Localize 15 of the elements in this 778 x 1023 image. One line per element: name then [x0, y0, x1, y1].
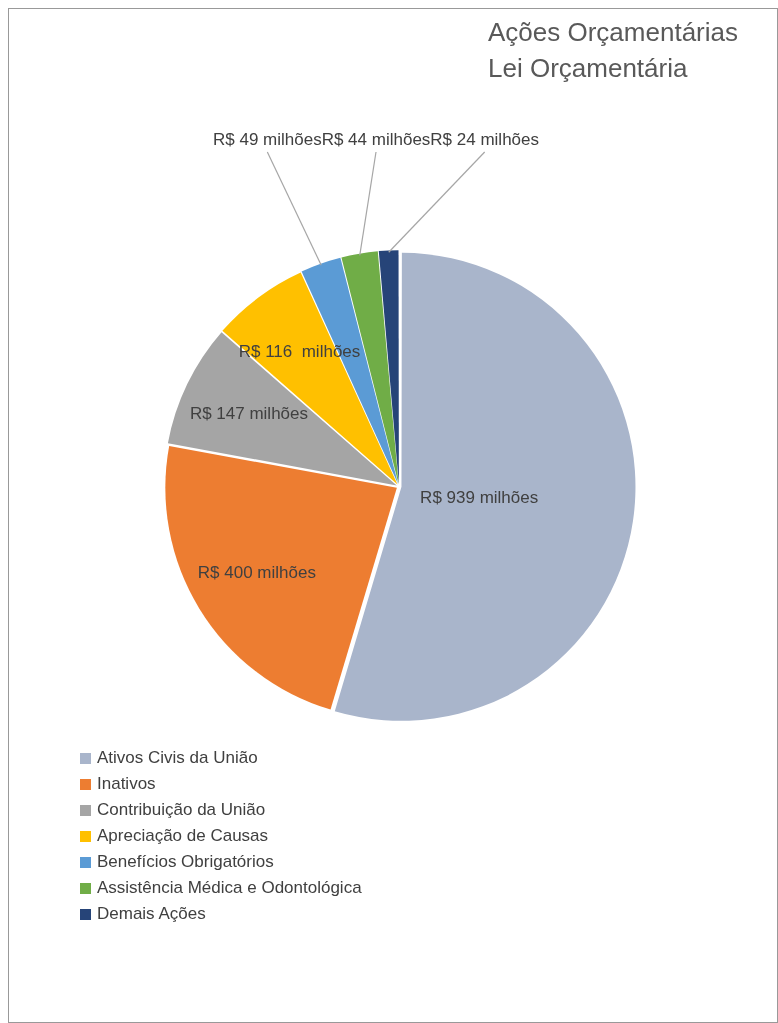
legend-label: Apreciação de Causas	[97, 825, 269, 847]
legend-label: Demais Ações	[97, 903, 206, 925]
chart-subtitle: Lei Orçamentária	[488, 52, 689, 85]
data-label: R$ 44 milhões	[321, 129, 431, 149]
data-label: R$ 939 milhões	[420, 487, 539, 507]
data-label: R$ 24 milhões	[430, 129, 540, 149]
legend-label: Assistência Médica e Odontológica	[97, 877, 362, 899]
legend-label: Contribuição da União	[97, 799, 266, 821]
data-label: R$ 400 milhões	[197, 563, 316, 583]
data-label: R$ 147 milhões	[189, 403, 309, 423]
data-label: R$ 49 milhões	[213, 129, 322, 149]
legend-label: Inativos	[97, 773, 156, 795]
legend-label: Benefícios Obrigatórios	[97, 851, 274, 873]
legend-label: Ativos Civis da União	[97, 747, 258, 769]
chart-title: Ações Orçamentárias	[488, 16, 738, 49]
